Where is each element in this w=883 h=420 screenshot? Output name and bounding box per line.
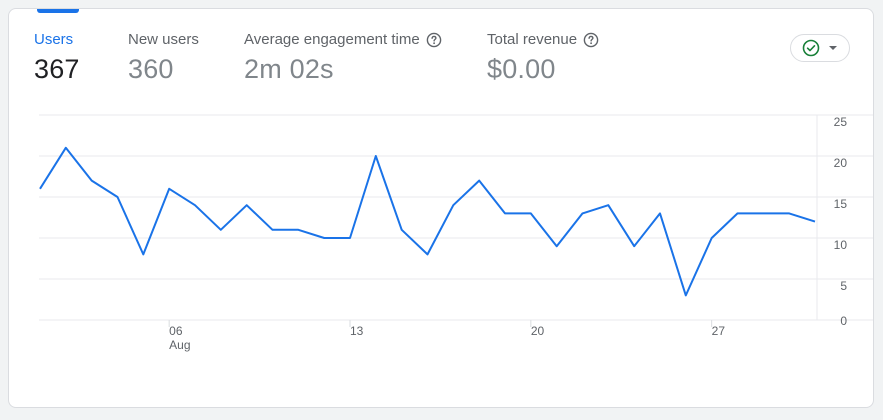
metric-avg-engagement-label-row: Average engagement time (244, 31, 442, 48)
metric-new-users-value: 360 (128, 54, 174, 84)
x-tick-label: 06 (169, 324, 183, 338)
y-tick-label: 10 (834, 238, 848, 252)
data-point[interactable] (36, 185, 44, 193)
metric-users-label: Users (34, 31, 74, 48)
metric-avg-engagement-time[interactable]: Average engagement time 2m 02s (244, 31, 442, 85)
check-circle-icon (802, 39, 820, 57)
data-point[interactable] (527, 209, 535, 217)
x-tick-label: 27 (712, 324, 726, 338)
help-circle-icon[interactable] (426, 32, 442, 48)
data-point[interactable] (682, 291, 690, 299)
x-tick-label: 20 (531, 324, 545, 338)
x-tick-label: 13 (350, 324, 364, 338)
data-point[interactable] (475, 177, 483, 185)
data-point[interactable] (191, 201, 199, 209)
y-tick-label: 20 (834, 156, 848, 170)
data-point[interactable] (217, 226, 225, 234)
data-point[interactable] (708, 234, 716, 242)
data-point[interactable] (501, 209, 509, 217)
data-point[interactable] (88, 177, 96, 185)
users-series-line (39, 146, 816, 297)
metric-total-revenue-label: Total revenue (487, 31, 578, 48)
data-point[interactable] (114, 193, 122, 201)
metric-users[interactable]: Users 367 (34, 31, 80, 85)
data-point[interactable] (553, 242, 561, 250)
comparison-toggle-button[interactable] (790, 34, 850, 62)
chart-gridlines (39, 114, 873, 321)
y-tick-label: 5 (840, 279, 847, 293)
data-point[interactable] (424, 250, 432, 258)
data-point[interactable] (320, 234, 328, 242)
data-point[interactable] (62, 144, 70, 152)
data-point[interactable] (269, 226, 277, 234)
y-tick-label: 0 (840, 314, 847, 328)
metric-avg-engagement-value: 2m 02s (244, 54, 334, 84)
data-point[interactable] (734, 209, 742, 217)
data-point[interactable] (785, 209, 793, 217)
data-point[interactable] (139, 250, 147, 258)
users-overview-card: Users 367 New users 360 Average engageme… (8, 8, 874, 408)
data-point[interactable] (811, 218, 819, 226)
y-tick-label: 15 (834, 197, 848, 211)
data-point[interactable] (243, 201, 251, 209)
data-point[interactable] (630, 242, 638, 250)
data-point[interactable] (579, 209, 587, 217)
metric-new-users-label: New users (128, 31, 199, 48)
data-point[interactable] (372, 152, 380, 160)
metric-total-revenue-value: $0.00 (487, 54, 556, 84)
metric-total-revenue-label-row: Total revenue (487, 31, 599, 48)
active-metric-indicator (37, 9, 79, 13)
data-point[interactable] (604, 201, 612, 209)
caret-down-icon (828, 45, 838, 51)
metric-users-value: 367 (34, 54, 80, 84)
data-point[interactable] (294, 226, 302, 234)
metric-new-users[interactable]: New users 360 (128, 31, 199, 85)
data-point[interactable] (346, 234, 354, 242)
data-point[interactable] (398, 226, 406, 234)
data-point[interactable] (759, 209, 767, 217)
metric-total-revenue[interactable]: Total revenue $0.00 (487, 31, 599, 85)
metric-avg-engagement-label: Average engagement time (244, 31, 420, 48)
data-point[interactable] (656, 209, 664, 217)
help-circle-icon[interactable] (583, 32, 599, 48)
chart-y-axis: 25 20 15 10 5 0 (834, 115, 848, 328)
data-point[interactable] (165, 185, 173, 193)
x-tick-sublabel: Aug (169, 338, 190, 352)
y-tick-label: 25 (834, 115, 848, 129)
chart-series (36, 144, 819, 299)
data-point[interactable] (449, 201, 457, 209)
